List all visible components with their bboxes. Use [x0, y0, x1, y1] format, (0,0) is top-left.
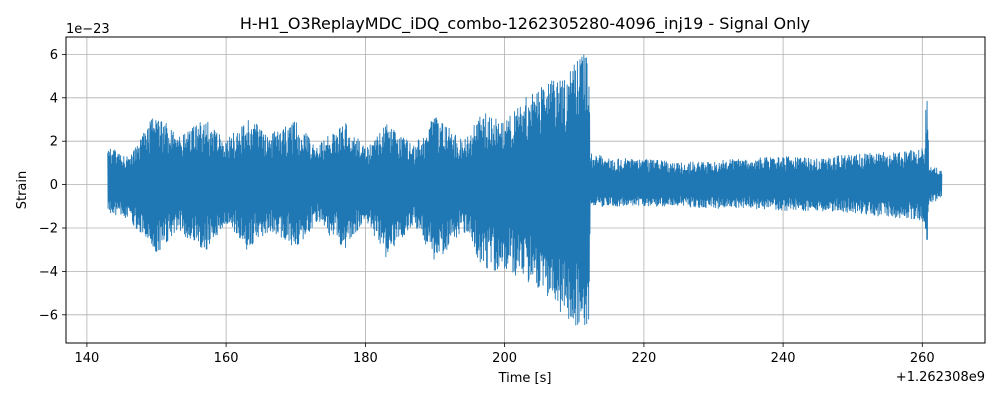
y-axis: −6 −4 −2 0 2 4 6 [39, 48, 66, 323]
strain-series-line [107, 54, 943, 326]
x-tick-label: 220 [631, 351, 656, 366]
y-tick-label: −6 [39, 308, 58, 323]
y-tick-label: 0 [50, 178, 58, 193]
x-axis-label: Time [s] [498, 371, 552, 386]
chart-title: H-H1_O3ReplayMDC_iDQ_combo-1262305280-40… [240, 14, 810, 34]
x-tick-label: 260 [910, 351, 935, 366]
x-offset-text: +1.262308e9 [896, 370, 985, 385]
y-tick-label: 2 [50, 135, 58, 150]
plot-frame [65, 36, 986, 344]
x-axis: 140 160 180 200 220 240 260 [74, 343, 935, 366]
y-offset-text: 1e−23 [66, 22, 110, 37]
y-tick-label: −2 [39, 222, 58, 237]
x-tick-label: 140 [74, 351, 99, 366]
series-layer [107, 54, 943, 326]
x-tick-label: 160 [214, 351, 239, 366]
y-tick-label: 6 [50, 48, 58, 63]
y-tick-label: −4 [39, 265, 58, 280]
x-tick-label: 240 [771, 351, 796, 366]
x-tick-label: 180 [353, 351, 378, 366]
x-tick-label: 200 [492, 351, 517, 366]
y-axis-label: Strain [15, 171, 30, 210]
y-tick-label: 4 [50, 91, 58, 106]
